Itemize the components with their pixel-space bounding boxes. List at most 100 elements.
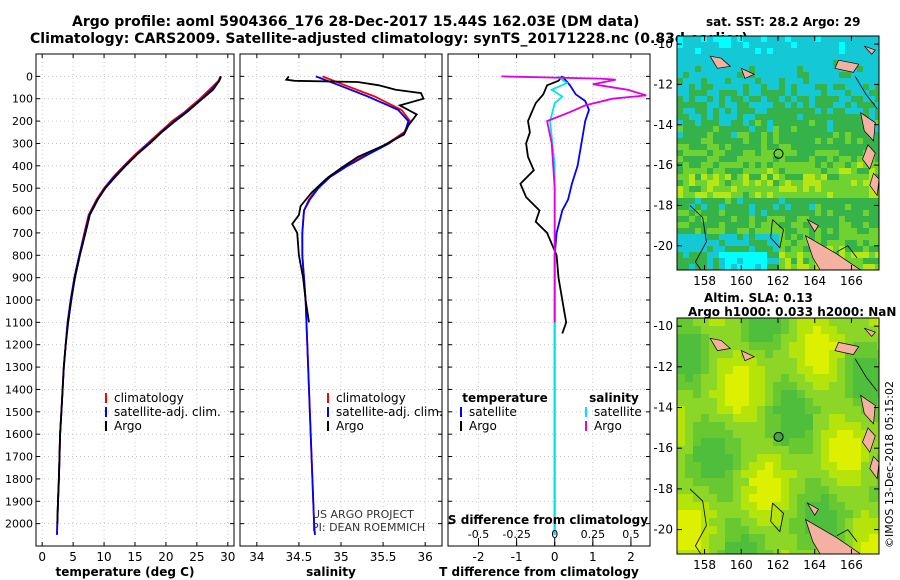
map-cell <box>741 438 750 447</box>
map-cell <box>773 138 780 145</box>
map-cell <box>869 258 876 265</box>
map-cell <box>869 96 876 103</box>
map-cell <box>797 240 804 247</box>
map-cell <box>821 382 830 391</box>
map-cell <box>731 36 738 43</box>
map-cell <box>773 494 782 503</box>
map-cell <box>701 366 710 375</box>
map-cell <box>683 54 690 61</box>
map-cell <box>755 42 762 49</box>
map-cell <box>789 406 798 415</box>
map-cell <box>709 446 718 455</box>
map-cell <box>737 72 744 79</box>
x-axis-label: T difference from climatology <box>439 565 639 579</box>
map-cell <box>683 144 690 151</box>
map-cell <box>773 114 780 121</box>
map-cell <box>773 72 780 79</box>
map-cell <box>761 210 768 217</box>
map-cell <box>821 318 830 327</box>
map-cell <box>813 334 822 343</box>
map-cell <box>725 550 734 554</box>
map-cell <box>851 90 858 97</box>
map-cell <box>767 174 774 181</box>
map-cell <box>701 90 708 97</box>
map-cell <box>815 78 822 85</box>
map-cell <box>779 150 786 157</box>
map-cell <box>803 192 810 199</box>
map-cell <box>765 382 774 391</box>
map-cell <box>701 374 710 383</box>
map-cell <box>857 150 864 157</box>
map-cell <box>689 138 696 145</box>
map-cell <box>765 430 774 439</box>
map-cell <box>677 144 684 151</box>
map-cell <box>857 60 864 67</box>
map-cell <box>877 550 879 554</box>
map-cell <box>821 342 830 351</box>
map-cell <box>743 240 750 247</box>
map-cell <box>767 264 774 270</box>
map-cell <box>717 518 726 527</box>
map-cell <box>689 264 696 270</box>
map-cell <box>725 234 732 241</box>
map-cell <box>773 174 780 181</box>
map-cell <box>713 90 720 97</box>
map-cell <box>857 222 864 229</box>
map-cell <box>803 180 810 187</box>
map-cell <box>827 234 834 241</box>
map-cell <box>797 470 806 479</box>
map-cell <box>725 526 734 535</box>
map-cell <box>833 240 840 247</box>
map-cell <box>785 132 792 139</box>
map-cell <box>809 66 816 73</box>
map-cell <box>797 430 806 439</box>
map-cell <box>797 162 804 169</box>
map-cell <box>813 342 822 351</box>
map-cell <box>773 216 780 223</box>
map-cell <box>695 240 702 247</box>
map-cell <box>683 198 690 205</box>
map-cell <box>717 358 726 367</box>
map-cell <box>755 144 762 151</box>
map-cell <box>857 54 864 61</box>
y-tick-label: 200 <box>12 115 33 128</box>
map-cell <box>833 186 840 193</box>
map-y-tick-label: -10 <box>653 37 673 51</box>
map-cell <box>713 72 720 79</box>
map-cell <box>797 454 806 463</box>
map-cell <box>683 42 690 49</box>
map-cell <box>833 210 840 217</box>
map-cell <box>803 156 810 163</box>
map-cell <box>773 264 780 270</box>
map-cell <box>853 366 862 375</box>
map-cell <box>767 84 774 91</box>
map-cell <box>689 234 696 241</box>
map-cell <box>805 398 814 407</box>
map-cell <box>869 114 876 121</box>
map-cell <box>845 126 852 133</box>
map-cell <box>877 390 879 399</box>
map-cell <box>741 502 750 511</box>
map-cell <box>851 114 858 121</box>
map-cell <box>813 470 822 479</box>
map-cell <box>689 96 696 103</box>
map-cell <box>749 222 756 229</box>
map-cell <box>749 162 756 169</box>
map-cell <box>869 422 878 431</box>
map-cell <box>861 526 870 535</box>
map-cell <box>731 78 738 85</box>
map-cell <box>761 150 768 157</box>
land-mass <box>869 172 879 197</box>
map-cell <box>829 358 838 367</box>
map-cell <box>749 210 756 217</box>
map-cell <box>719 72 726 79</box>
map-cell <box>717 318 726 327</box>
map-cell <box>685 414 694 423</box>
map-cell <box>741 486 750 495</box>
map-cell <box>861 470 870 479</box>
map-cell <box>813 366 822 375</box>
map-cell <box>863 48 870 55</box>
map-cell <box>789 462 798 471</box>
map-cell <box>833 42 840 49</box>
map-cell <box>689 216 696 223</box>
